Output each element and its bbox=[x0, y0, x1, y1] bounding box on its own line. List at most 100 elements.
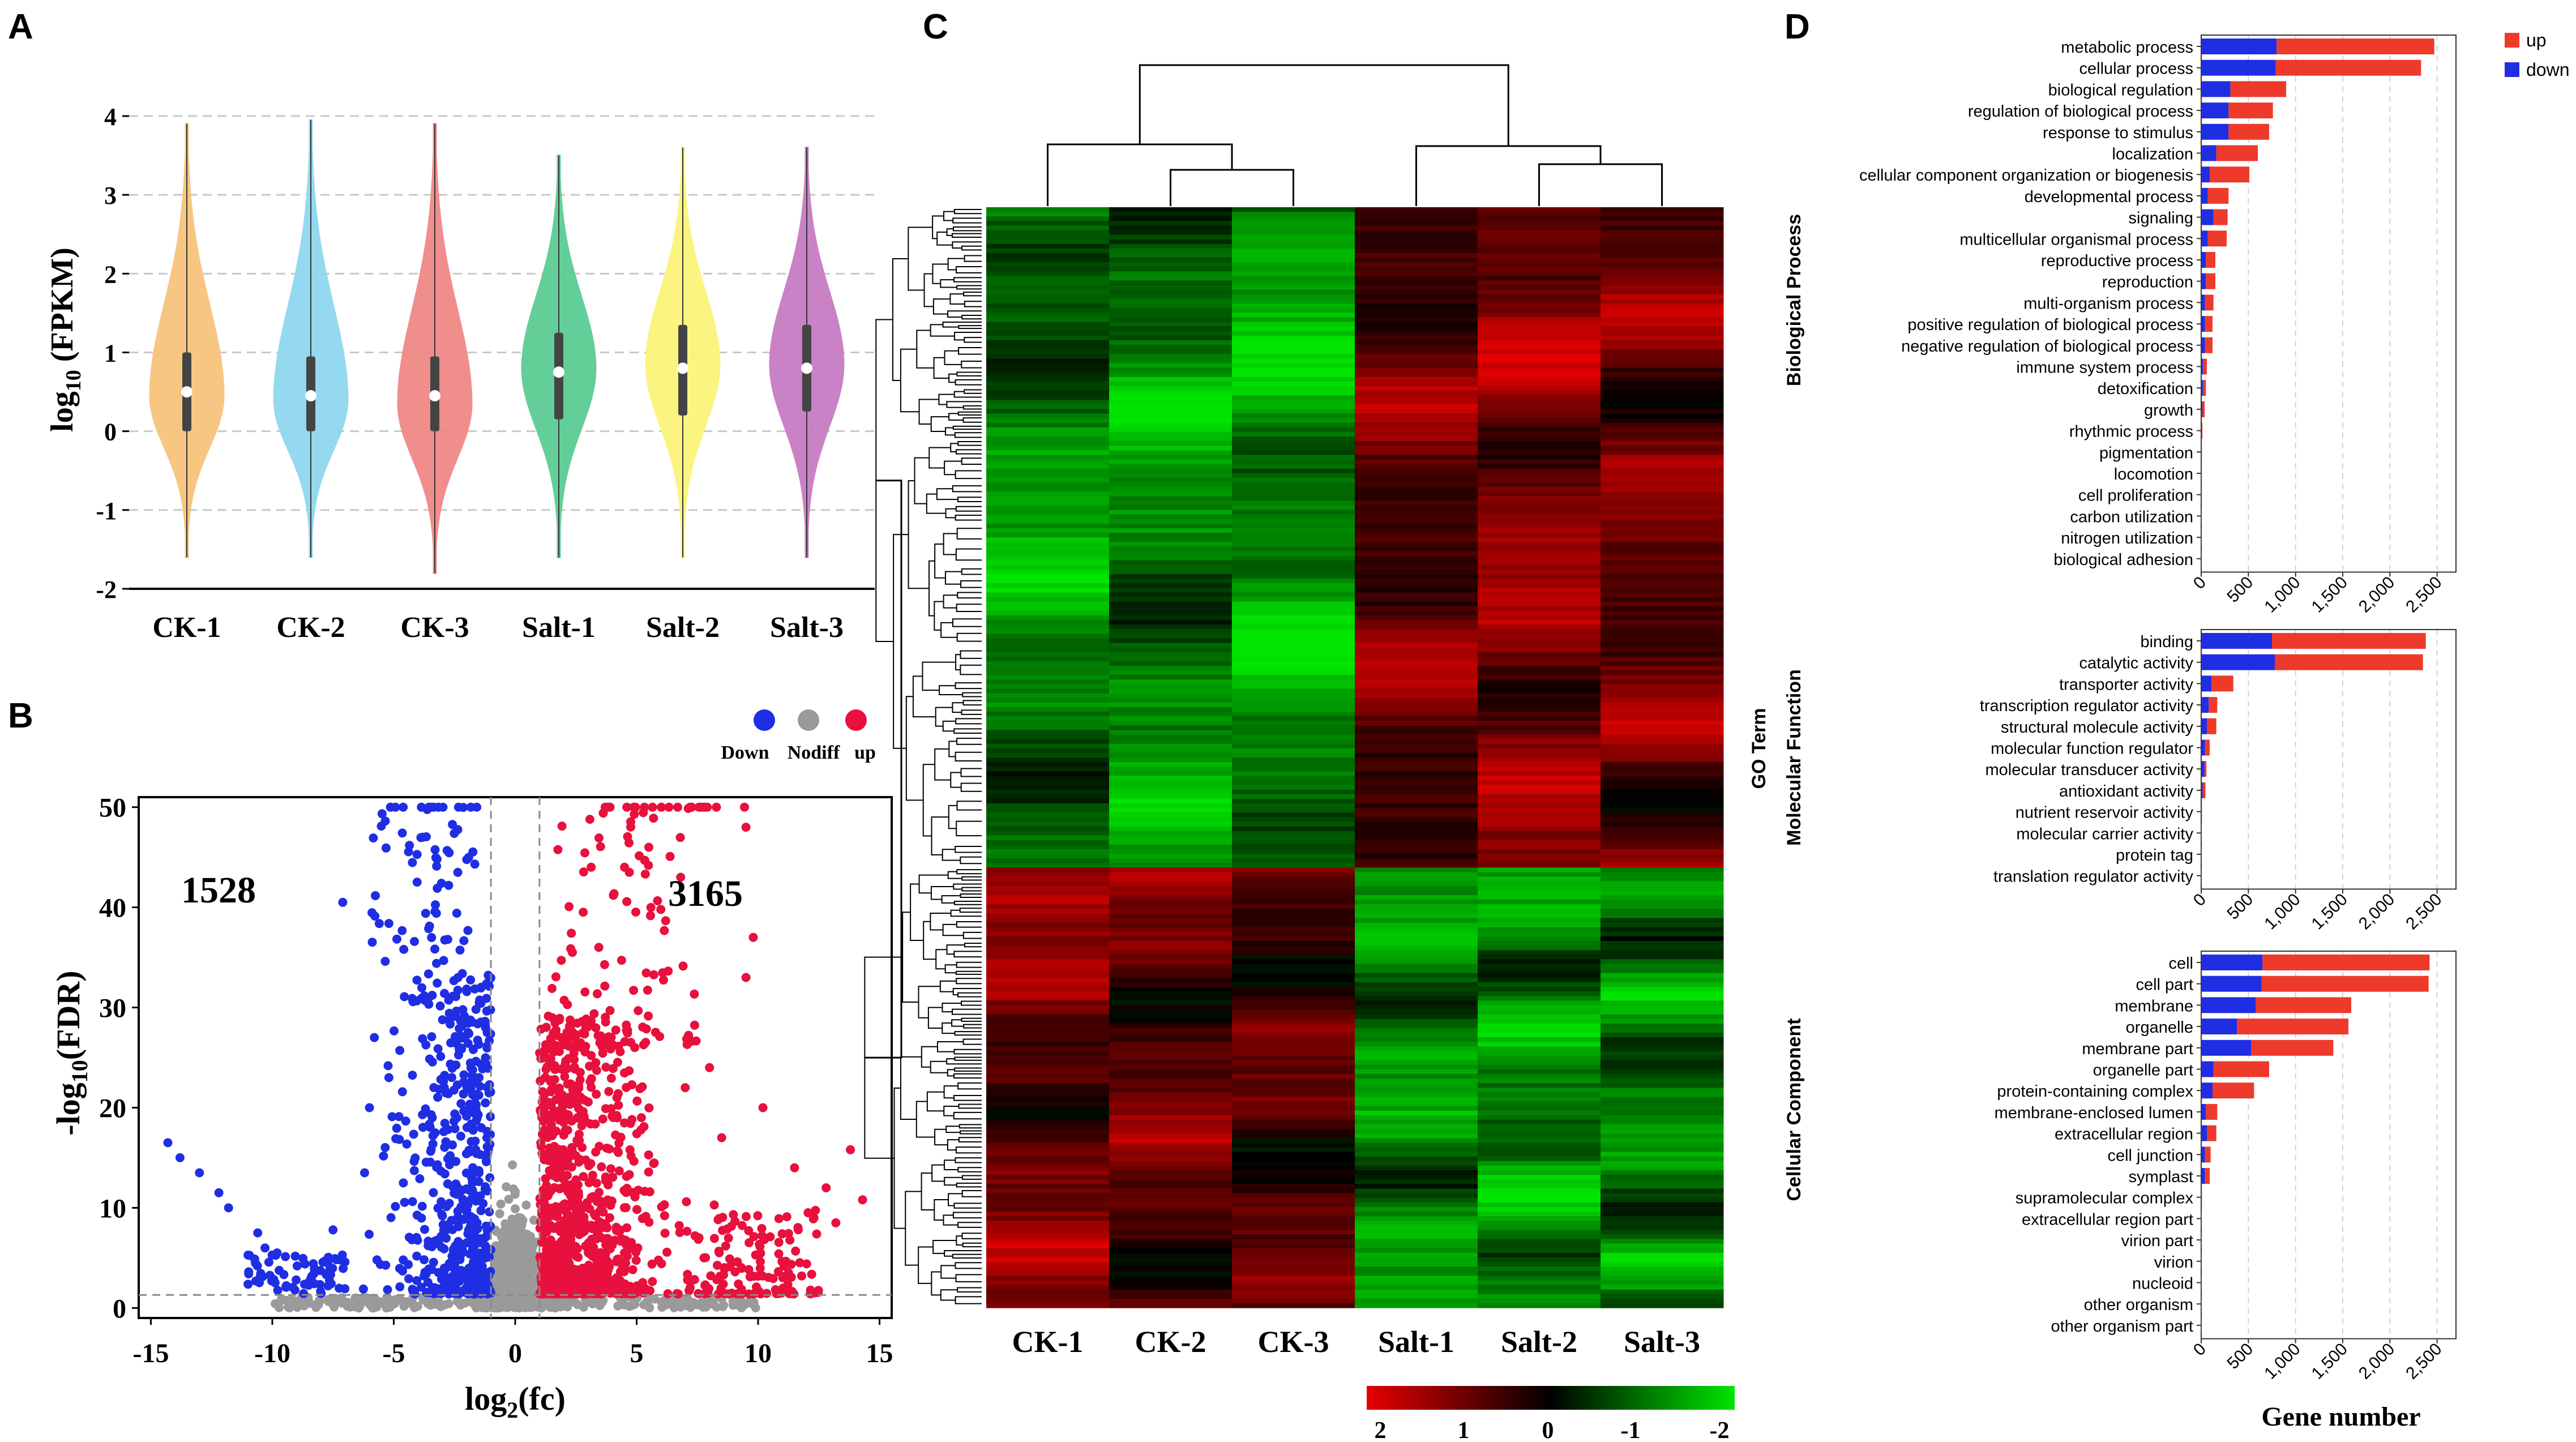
dendrogram-branch bbox=[961, 1190, 969, 1197]
volcano-point bbox=[288, 1282, 298, 1292]
volcano-point bbox=[566, 1277, 575, 1286]
heatmap-cell bbox=[1109, 679, 1233, 684]
volcano-point bbox=[674, 1221, 684, 1230]
volcano-point bbox=[744, 1265, 754, 1274]
volcano-point bbox=[381, 1260, 391, 1270]
volcano-point bbox=[455, 1255, 465, 1264]
heatmap-cell bbox=[1601, 1037, 1724, 1042]
heatmap-cell bbox=[1109, 437, 1233, 442]
volcano-point bbox=[630, 1299, 640, 1309]
heatmap-cell bbox=[986, 615, 1110, 621]
heatmap-cell bbox=[1601, 1234, 1724, 1240]
heatmap-cell bbox=[1232, 262, 1355, 267]
heatmap-cell bbox=[1355, 716, 1478, 721]
heatmap-cell bbox=[1109, 955, 1233, 960]
volcano-point bbox=[412, 878, 422, 887]
volcano-point bbox=[376, 1297, 386, 1307]
volcano-point bbox=[614, 1255, 623, 1264]
volcano-point bbox=[452, 909, 461, 918]
heatmap-cell bbox=[1601, 542, 1724, 547]
volcano-point bbox=[478, 1199, 488, 1208]
volcano-point bbox=[395, 1282, 405, 1291]
heatmap-cell bbox=[1232, 395, 1355, 400]
volcano-point bbox=[420, 1271, 429, 1281]
go-x-tick-label: 0 bbox=[2190, 573, 2210, 593]
volcano-point bbox=[597, 1162, 606, 1171]
heatmap-cell bbox=[1232, 909, 1355, 914]
dendrogram-branch bbox=[964, 389, 969, 394]
volcano-point bbox=[421, 1040, 431, 1050]
volcano-point bbox=[682, 1197, 691, 1206]
volcano-point bbox=[653, 896, 662, 905]
heatmap-cell bbox=[1232, 267, 1355, 272]
heatmap-cell bbox=[1232, 1276, 1355, 1281]
volcano-point bbox=[629, 1157, 639, 1166]
go-bar-down bbox=[2201, 825, 2202, 841]
volcano-point bbox=[709, 1200, 719, 1210]
volcano-point bbox=[748, 932, 758, 942]
heatmap-cell bbox=[986, 1303, 1110, 1308]
heatmap-cell bbox=[1355, 1028, 1478, 1033]
heatmap-cell bbox=[1232, 289, 1355, 295]
volcano-point bbox=[612, 1273, 622, 1283]
volcano-point bbox=[399, 802, 408, 812]
heatmap-cell bbox=[1109, 812, 1233, 818]
heatmap-cell bbox=[1232, 523, 1355, 529]
go-x-tick-label: 500 bbox=[2224, 573, 2257, 606]
volcano-point bbox=[605, 1213, 614, 1222]
heatmap-cell bbox=[1478, 564, 1601, 570]
heatmap-cell bbox=[1232, 1019, 1355, 1024]
heatmap-cell bbox=[1601, 771, 1724, 776]
dendrogram-branch bbox=[948, 373, 957, 383]
volcano-point bbox=[462, 855, 472, 865]
heatmap-cell bbox=[986, 1069, 1110, 1075]
heatmap-cell bbox=[1601, 1188, 1724, 1194]
heatmap-cell bbox=[1232, 546, 1355, 552]
dendrogram-branch bbox=[935, 707, 953, 727]
heatmap-cell bbox=[1355, 358, 1478, 363]
volcano-point bbox=[614, 1101, 623, 1110]
volcano-point bbox=[557, 821, 567, 831]
dendrogram-branch bbox=[955, 654, 961, 671]
go-bar-up bbox=[2206, 252, 2215, 268]
heatmap-cell bbox=[1478, 771, 1601, 776]
heatmap-cell bbox=[1355, 1037, 1478, 1042]
volcano-point bbox=[429, 1188, 438, 1197]
heatmap-cell bbox=[986, 376, 1110, 382]
heatmap-cell bbox=[1355, 225, 1478, 231]
heatmap-cell bbox=[1232, 1211, 1355, 1217]
volcano-point bbox=[614, 1041, 623, 1051]
heatmap-cell bbox=[1232, 455, 1355, 460]
heatmap-cell bbox=[986, 564, 1110, 570]
heatmap-cell bbox=[1601, 835, 1724, 841]
heatmap-cell bbox=[1601, 363, 1724, 369]
heatmap-cell bbox=[1355, 849, 1478, 854]
heatmap-cell bbox=[986, 858, 1110, 863]
volcano-point bbox=[430, 845, 440, 854]
heatmap-cell bbox=[986, 776, 1110, 781]
volcano-point bbox=[404, 1274, 413, 1283]
heatmap-cell bbox=[1478, 1143, 1601, 1148]
heatmap-cell bbox=[1232, 1243, 1355, 1249]
heatmap-cell bbox=[1478, 634, 1601, 639]
heatmap-cell bbox=[1478, 684, 1601, 690]
heatmap-cell bbox=[986, 748, 1110, 754]
heatmap-cell bbox=[1478, 514, 1601, 520]
heatmap-cell bbox=[1109, 1014, 1233, 1020]
volcano-point bbox=[437, 1242, 446, 1252]
volcano-point bbox=[752, 1282, 761, 1292]
heatmap-cell bbox=[1355, 693, 1478, 699]
go-bar-down bbox=[2201, 633, 2272, 649]
heatmap-cell bbox=[1601, 913, 1724, 919]
heatmap-cell bbox=[1109, 1143, 1233, 1148]
panel-label-b: B bbox=[8, 696, 33, 735]
volcano-point bbox=[292, 1275, 301, 1285]
heatmap-cell bbox=[1355, 326, 1478, 332]
volcano-point bbox=[555, 1302, 565, 1312]
dendrogram-branch bbox=[961, 709, 969, 715]
heatmap-cell bbox=[1109, 1088, 1233, 1093]
heatmap-cell bbox=[986, 881, 1110, 887]
volcano-point bbox=[446, 1019, 455, 1029]
heatmap-cell bbox=[1478, 285, 1601, 290]
volcano-point bbox=[811, 1205, 820, 1215]
